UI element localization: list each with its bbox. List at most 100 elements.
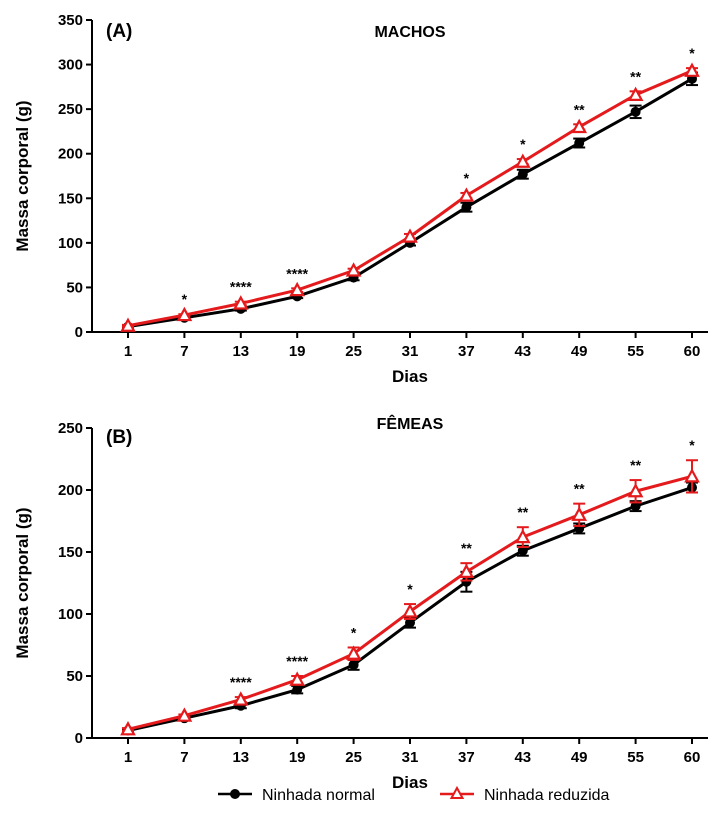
y-axis-label: Massa corporal (g) bbox=[13, 507, 32, 658]
x-tick-label: 37 bbox=[458, 749, 475, 766]
data-point bbox=[289, 671, 306, 686]
x-tick-label: 13 bbox=[232, 749, 249, 766]
data-point bbox=[517, 169, 528, 180]
data-point bbox=[402, 603, 418, 618]
x-tick-label: 49 bbox=[571, 343, 588, 360]
significance-annotation: ** bbox=[574, 481, 585, 497]
data-point bbox=[571, 506, 588, 521]
data-point bbox=[405, 617, 415, 628]
y-tick-label: 50 bbox=[66, 668, 83, 685]
x-tick-label: 55 bbox=[627, 343, 644, 360]
x-axis-label: Dias bbox=[392, 773, 428, 792]
data-point bbox=[402, 228, 418, 243]
panel-machos: 0 50 100 150 200 250 300 350 1 7 13 19 25 31 37 43 49 55 6… bbox=[13, 12, 708, 386]
y-tick-label: 150 bbox=[58, 544, 83, 561]
y-tick-label: 250 bbox=[58, 420, 83, 437]
y-tick-label: 250 bbox=[58, 101, 83, 118]
x-axis-label: Dias bbox=[392, 367, 428, 386]
data-point bbox=[120, 721, 136, 736]
legend-label-reduced: Ninhada reduzida bbox=[484, 787, 610, 804]
data-point bbox=[176, 306, 193, 322]
data-point bbox=[461, 202, 472, 213]
x-tick-label: 1 bbox=[124, 749, 132, 766]
data-point bbox=[345, 262, 362, 277]
data-point bbox=[348, 659, 359, 670]
data-point bbox=[461, 576, 472, 587]
significance-annotation: **** bbox=[230, 674, 252, 690]
significance-annotation: * bbox=[407, 581, 413, 597]
significance-annotation: ** bbox=[461, 540, 472, 556]
significance-annotation: * bbox=[520, 136, 526, 152]
data-point bbox=[630, 501, 641, 512]
data-point bbox=[514, 528, 531, 544]
data-point bbox=[517, 545, 528, 556]
significance-annotation: * bbox=[464, 170, 470, 186]
x-tick-label: 60 bbox=[684, 343, 701, 360]
series-line bbox=[127, 69, 693, 328]
y-tick-label: 100 bbox=[58, 235, 83, 252]
data-point bbox=[232, 295, 249, 310]
data-point bbox=[627, 482, 644, 498]
significance-annotation: * bbox=[182, 291, 188, 307]
data-point bbox=[684, 468, 700, 483]
x-tick-label: 37 bbox=[458, 343, 475, 360]
data-point bbox=[627, 86, 644, 101]
y-tick-label: 100 bbox=[58, 606, 83, 623]
x-tick-label: 7 bbox=[180, 343, 188, 360]
significance-annotation: **** bbox=[286, 653, 308, 669]
x-tick-label: 43 bbox=[514, 343, 531, 360]
series-line bbox=[127, 77, 693, 329]
x-tick-label: 25 bbox=[345, 749, 362, 766]
x-tick-label: 60 bbox=[684, 749, 701, 766]
y-tick-label: 50 bbox=[66, 279, 83, 296]
series-reduced bbox=[120, 459, 700, 736]
legend-marker-normal bbox=[230, 789, 240, 799]
legend-label-normal: Ninhada normal bbox=[262, 787, 375, 804]
data-point bbox=[292, 684, 303, 695]
significance-annotation: * bbox=[689, 437, 695, 453]
data-point bbox=[458, 187, 475, 202]
data-point bbox=[574, 138, 585, 149]
y-tick-label: 200 bbox=[58, 146, 83, 163]
x-tick-label: 13 bbox=[232, 343, 249, 360]
significance-annotation: ** bbox=[574, 101, 585, 117]
significance-annotation: * bbox=[351, 624, 357, 640]
data-point bbox=[120, 317, 136, 332]
significance-annotation: **** bbox=[286, 265, 308, 281]
y-axis-label: Massa corporal (g) bbox=[13, 100, 32, 251]
legend-marker-reduced bbox=[449, 785, 465, 799]
data-point bbox=[176, 707, 193, 722]
y-tick-label: 0 bbox=[75, 730, 83, 747]
x-tick-label: 31 bbox=[402, 343, 419, 360]
y-tick-label: 200 bbox=[58, 482, 83, 499]
series-line bbox=[127, 474, 693, 731]
data-point bbox=[232, 691, 249, 706]
data-point bbox=[571, 118, 588, 134]
y-tick-label: 0 bbox=[75, 324, 83, 341]
panel-label: (B) bbox=[106, 427, 132, 448]
significance-annotation: ** bbox=[517, 504, 528, 520]
x-tick-label: 19 bbox=[289, 343, 306, 360]
series-reduced bbox=[120, 62, 700, 332]
y-tick-label: 300 bbox=[58, 57, 83, 74]
data-point bbox=[514, 153, 531, 168]
data-point bbox=[684, 62, 700, 77]
data-point bbox=[458, 563, 475, 578]
x-tick-label: 31 bbox=[402, 749, 419, 766]
significance-annotation: **** bbox=[230, 279, 252, 295]
x-tick-label: 19 bbox=[289, 749, 306, 766]
significance-annotation: ** bbox=[630, 68, 641, 84]
x-tick-label: 25 bbox=[345, 343, 362, 360]
panel-femeas: 0 50 100 150 200 250 1 7 13 19 25 31 37 43 49 55 60 Dias M… bbox=[13, 414, 708, 792]
chart-title: FÊMEAS bbox=[377, 414, 444, 433]
significance-annotation: ** bbox=[630, 457, 641, 473]
significance-annotation: * bbox=[689, 45, 695, 61]
x-tick-label: 43 bbox=[514, 749, 531, 766]
legend: Ninhada normal Ninhada reduzida bbox=[218, 785, 610, 804]
x-tick-label: 7 bbox=[180, 749, 188, 766]
y-tick-label: 350 bbox=[58, 12, 83, 29]
x-tick-label: 55 bbox=[627, 749, 644, 766]
data-point bbox=[345, 645, 362, 660]
data-point bbox=[289, 281, 306, 297]
